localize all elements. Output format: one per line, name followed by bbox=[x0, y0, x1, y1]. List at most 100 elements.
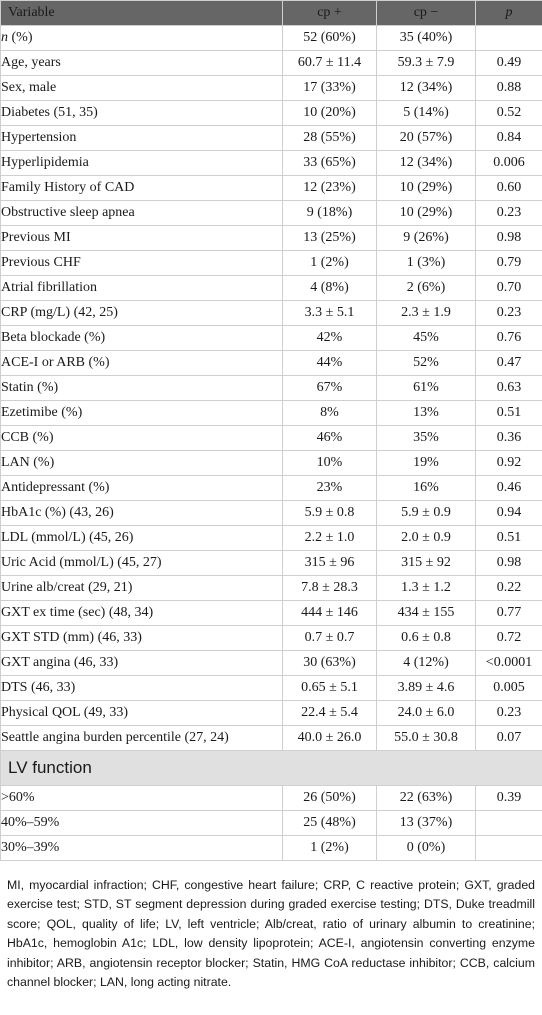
row-label: Urine alb/creat (29, 21) bbox=[0, 575, 283, 601]
cp-minus-value: 0.6 ± 0.8 bbox=[376, 625, 476, 651]
table-row: Hyperlipidemia 33 (65%) 12 (34%) 0.006 bbox=[0, 150, 542, 176]
p-value: <0.0001 bbox=[475, 650, 542, 676]
cp-minus-value: 45% bbox=[376, 325, 476, 351]
cp-plus-value: 4 (8%) bbox=[282, 275, 377, 301]
cp-plus-value: 0.65 ± 5.1 bbox=[282, 675, 377, 701]
table-row: HbA1c (%) (43, 26) 5.9 ± 0.8 5.9 ± 0.9 0.94 bbox=[0, 500, 542, 526]
row-label: LDL (mmol/L) (45, 26) bbox=[0, 525, 283, 551]
p-value: 0.88 bbox=[475, 75, 542, 101]
row-label: HbA1c (%) (43, 26) bbox=[0, 500, 283, 526]
cp-plus-value: 3.3 ± 5.1 bbox=[282, 300, 377, 326]
header-row: Variable cp + cp − p bbox=[0, 0, 542, 26]
cp-minus-value: 35% bbox=[376, 425, 476, 451]
p-value: 0.84 bbox=[475, 125, 542, 151]
row-label: LAN (%) bbox=[0, 450, 283, 476]
cp-plus-value: 60.7 ± 11.4 bbox=[282, 50, 377, 76]
p-value: 0.006 bbox=[475, 150, 542, 176]
row-label: Sex, male bbox=[0, 75, 283, 101]
row-label: Atrial fibrillation bbox=[0, 275, 283, 301]
cp-plus-value: 33 (65%) bbox=[282, 150, 377, 176]
cp-minus-value: 19% bbox=[376, 450, 476, 476]
table-row: LDL (mmol/L) (45, 26) 2.2 ± 1.0 2.0 ± 0.9 0… bbox=[0, 525, 542, 551]
cp-minus-value: 24.0 ± 6.0 bbox=[376, 700, 476, 726]
cp-plus-value: 12 (23%) bbox=[282, 175, 377, 201]
cp-minus-value: 1.3 ± 1.2 bbox=[376, 575, 476, 601]
p-value: 0.23 bbox=[475, 700, 542, 726]
p-value: 0.92 bbox=[475, 450, 542, 476]
row-label: Antidepressant (%) bbox=[0, 475, 283, 501]
baseline-characteristics-table-figure: Variable cp + cp − p n (%) 52 (60%) 35 (40… bbox=[0, 0, 542, 989]
cp-plus-value: 10% bbox=[282, 450, 377, 476]
cp-minus-value: 5.9 ± 0.9 bbox=[376, 500, 476, 526]
table-row: LAN (%) 10% 19% 0.92 bbox=[0, 450, 542, 476]
row-label: Physical QOL (49, 33) bbox=[0, 700, 283, 726]
p-value: 0.005 bbox=[475, 675, 542, 701]
row-label: ACE-I or ARB (%) bbox=[0, 350, 283, 376]
cp-minus-value: 9 (26%) bbox=[376, 225, 476, 251]
cp-minus-value: 59.3 ± 7.9 bbox=[376, 50, 476, 76]
cp-plus-value: 13 (25%) bbox=[282, 225, 377, 251]
table-row: n (%) 52 (60%) 35 (40%) bbox=[0, 25, 542, 51]
table-row: Previous CHF 1 (2%) 1 (3%) 0.79 bbox=[0, 250, 542, 276]
table-row: Uric Acid (mmol/L) (45, 27) 315 ± 96 315 ±… bbox=[0, 550, 542, 576]
p-value: 0.49 bbox=[475, 50, 542, 76]
cp-plus-value: 444 ± 146 bbox=[282, 600, 377, 626]
p-value: 0.23 bbox=[475, 200, 542, 226]
row-label: Diabetes (51, 35) bbox=[0, 100, 283, 126]
row-label: Family History of CAD bbox=[0, 175, 283, 201]
p-value: 0.70 bbox=[475, 275, 542, 301]
cp-plus-value: 40.0 ± 26.0 bbox=[282, 725, 377, 751]
row-label: Uric Acid (mmol/L) (45, 27) bbox=[0, 550, 283, 576]
p-value: 0.76 bbox=[475, 325, 542, 351]
baseline-characteristics-table: Variable cp + cp − p n (%) 52 (60%) 35 (40… bbox=[0, 0, 542, 861]
p-value: 0.51 bbox=[475, 400, 542, 426]
row-label: DTS (46, 33) bbox=[0, 675, 283, 701]
cp-plus-value: 26 (50%) bbox=[282, 785, 377, 811]
cp-plus-value: 67% bbox=[282, 375, 377, 401]
table-row: Previous MI 13 (25%) 9 (26%) 0.98 bbox=[0, 225, 542, 251]
table-header: Variable cp + cp − p bbox=[0, 0, 542, 26]
row-label: Ezetimibe (%) bbox=[0, 400, 283, 426]
table-row: 40%–59% 25 (48%) 13 (37%) bbox=[0, 810, 542, 836]
cp-plus-value: 30 (63%) bbox=[282, 650, 377, 676]
cp-minus-value: 4 (12%) bbox=[376, 650, 476, 676]
table-row: CCB (%) 46% 35% 0.36 bbox=[0, 425, 542, 451]
table-row: CRP (mg/L) (42, 25) 3.3 ± 5.1 2.3 ± 1.9 0.2… bbox=[0, 300, 542, 326]
cp-minus-value: 434 ± 155 bbox=[376, 600, 476, 626]
row-label: Age, years bbox=[0, 50, 283, 76]
cp-minus-value: 10 (29%) bbox=[376, 175, 476, 201]
cp-plus-value: 17 (33%) bbox=[282, 75, 377, 101]
cp-minus-value: 16% bbox=[376, 475, 476, 501]
row-label: n (%) bbox=[0, 25, 283, 51]
cp-plus-value: 1 (2%) bbox=[282, 250, 377, 276]
cp-plus-value: 44% bbox=[282, 350, 377, 376]
p-value: 0.98 bbox=[475, 550, 542, 576]
table-row: 30%–39% 1 (2%) 0 (0%) bbox=[0, 835, 542, 861]
row-label: Obstructive sleep apnea bbox=[0, 200, 283, 226]
cp-minus-value: 13 (37%) bbox=[376, 810, 476, 836]
table-row: Diabetes (51, 35) 10 (20%) 5 (14%) 0.52 bbox=[0, 100, 542, 126]
cp-plus-value: 25 (48%) bbox=[282, 810, 377, 836]
cp-plus-value: 22.4 ± 5.4 bbox=[282, 700, 377, 726]
cp-plus-value: 46% bbox=[282, 425, 377, 451]
p-value: 0.39 bbox=[475, 785, 542, 811]
cp-plus-value: 52 (60%) bbox=[282, 25, 377, 51]
row-label: CCB (%) bbox=[0, 425, 283, 451]
cp-minus-value: 52% bbox=[376, 350, 476, 376]
table-row: GXT angina (46, 33) 30 (63%) 4 (12%) <0.000… bbox=[0, 650, 542, 676]
table-row: Sex, male 17 (33%) 12 (34%) 0.88 bbox=[0, 75, 542, 101]
p-value: 0.94 bbox=[475, 500, 542, 526]
p-value: 0.79 bbox=[475, 250, 542, 276]
p-value: 0.07 bbox=[475, 725, 542, 751]
row-label: Hypertension bbox=[0, 125, 283, 151]
header-cp-minus: cp − bbox=[376, 0, 476, 26]
section-title: LV function bbox=[0, 750, 542, 786]
row-label: 40%–59% bbox=[0, 810, 283, 836]
row-label: GXT STD (mm) (46, 33) bbox=[0, 625, 283, 651]
header-p-value: p bbox=[475, 0, 542, 26]
table-row: GXT ex time (sec) (48, 34) 444 ± 146 434 ±… bbox=[0, 600, 542, 626]
p-value: 0.60 bbox=[475, 175, 542, 201]
p-value: 0.52 bbox=[475, 100, 542, 126]
p-value: 0.77 bbox=[475, 600, 542, 626]
cp-plus-value: 28 (55%) bbox=[282, 125, 377, 151]
